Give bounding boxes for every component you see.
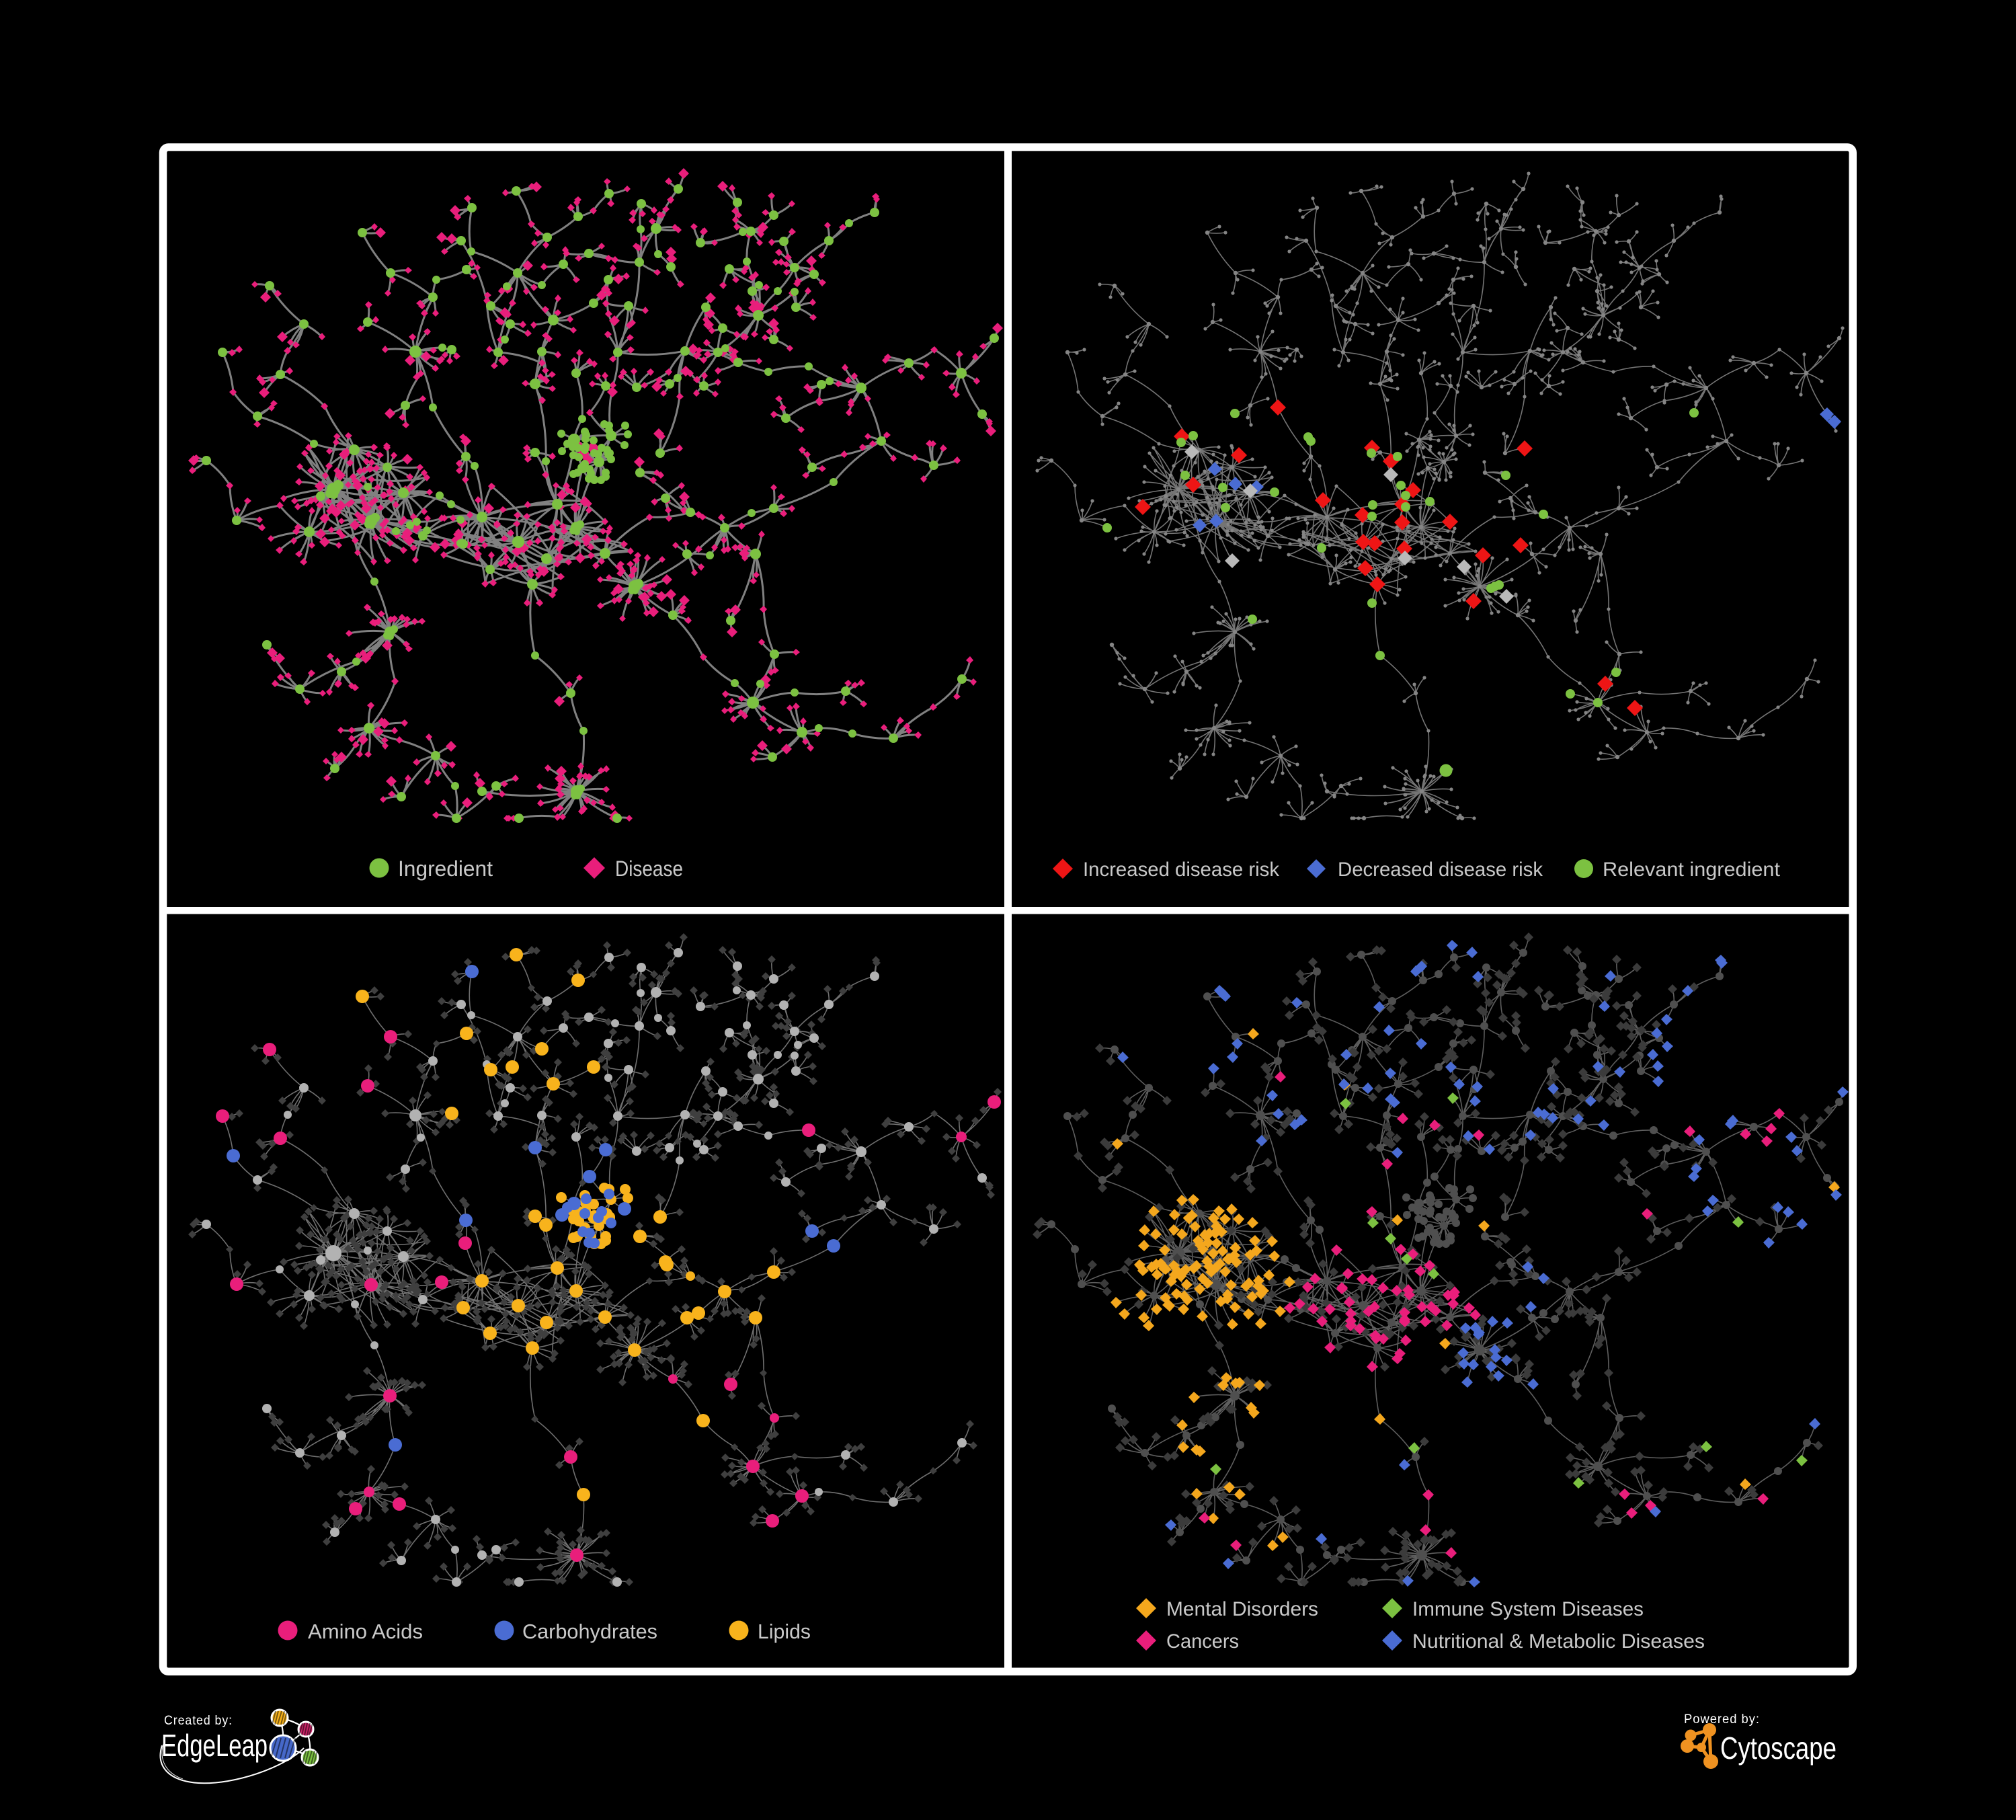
svg-text:Powered by:: Powered by: — [1684, 1712, 1760, 1727]
svg-text:Lipids: Lipids — [758, 1620, 811, 1643]
svg-text:Nutritional & Metabolic Diseas: Nutritional & Metabolic Diseases — [1412, 1630, 1705, 1653]
svg-text:EdgeLeap: EdgeLeap — [161, 1728, 268, 1763]
svg-text:Cancers: Cancers — [1166, 1630, 1239, 1653]
svg-text:Ingredient: Ingredient — [398, 857, 493, 881]
svg-text:Disease: Disease — [615, 857, 683, 881]
svg-text:Increased disease risk: Increased disease risk — [1083, 859, 1280, 881]
svg-text:Created by:: Created by: — [164, 1714, 233, 1728]
svg-text:Relevant ingredient: Relevant ingredient — [1603, 859, 1781, 881]
svg-text:Mental Disorders: Mental Disorders — [1166, 1598, 1318, 1620]
svg-text:Immune System Diseases: Immune System Diseases — [1412, 1598, 1644, 1620]
svg-text:Amino Acids: Amino Acids — [308, 1620, 423, 1643]
svg-text:Decreased disease risk: Decreased disease risk — [1338, 859, 1543, 881]
svg-text:Cytoscape: Cytoscape — [1720, 1731, 1837, 1766]
svg-text:Carbohydrates: Carbohydrates — [522, 1620, 657, 1643]
